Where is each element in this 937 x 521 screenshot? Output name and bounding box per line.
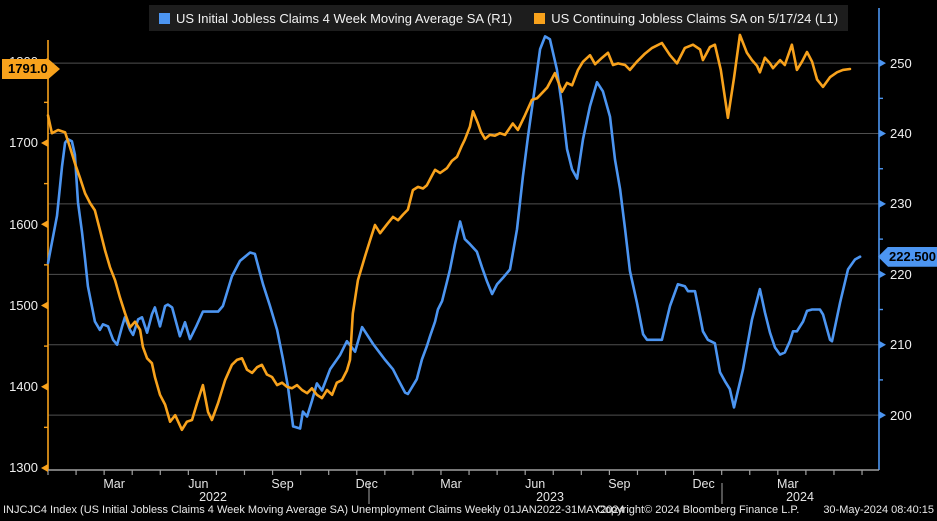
right-axis-label-200: 200 bbox=[890, 407, 912, 423]
right-axis-label-250: 250 bbox=[890, 55, 912, 71]
right-axis-label-220: 220 bbox=[890, 266, 912, 282]
right-axis-label-230: 230 bbox=[890, 196, 912, 212]
timestamp-text: 30-May-2024 08:40:15 bbox=[823, 504, 934, 516]
x-axis-month-label: Mar bbox=[777, 477, 799, 491]
legend-label-initial-claims: US Initial Jobless Claims 4 Week Moving … bbox=[176, 10, 513, 26]
footer-bar: INJCJC4 Index (US Initial Jobless Claims… bbox=[0, 504, 937, 519]
x-axis-month-label: Sep bbox=[608, 477, 631, 491]
orange-series-swatch-icon bbox=[534, 12, 546, 24]
chart-legend: US Initial Jobless Claims 4 Week Moving … bbox=[149, 5, 849, 31]
x-axis-month-label: Jun bbox=[525, 477, 546, 491]
copyright-text: Copyright© 2024 Bloomberg Finance L.P. bbox=[597, 504, 800, 516]
right-axis-tick-arrow-icon bbox=[879, 270, 886, 279]
x-axis-month-label: Jun bbox=[188, 477, 209, 491]
left-axis-label-1300: 1300 bbox=[9, 460, 38, 476]
last-value-badge-right-axis: 222.500 bbox=[878, 246, 937, 267]
x-axis-month-label: Dec bbox=[355, 477, 378, 491]
left-axis-label-1700: 1700 bbox=[9, 135, 38, 151]
left-axis-tick-arrow-icon bbox=[41, 382, 48, 391]
right-axis-tick-arrow-icon bbox=[879, 340, 886, 349]
x-axis-year-label: 2023 bbox=[536, 490, 564, 504]
right-axis-tick-arrow-icon bbox=[879, 129, 886, 138]
left-axis-tick-arrow-icon bbox=[41, 220, 48, 229]
legend-item-initial-claims[interactable]: US Initial Jobless Claims 4 Week Moving … bbox=[159, 11, 512, 26]
left-axis-tick-arrow-icon bbox=[41, 138, 48, 147]
continuing-claims-line bbox=[46, 33, 852, 432]
right-axis-tick-arrow-icon bbox=[879, 411, 886, 420]
right-axis-tick-arrow-icon bbox=[879, 199, 886, 208]
left-axis-label-1400: 1400 bbox=[9, 379, 38, 395]
legend-item-continuing-claims[interactable]: US Continuing Jobless Claims SA on 5/17/… bbox=[534, 11, 838, 26]
x-axis-year-label: 2024 bbox=[786, 490, 814, 504]
x-axis-month-label: Mar bbox=[440, 477, 462, 491]
x-axis-month-label: Mar bbox=[103, 477, 125, 491]
left-axis-label-1600: 1600 bbox=[9, 216, 38, 232]
left-axis-tick-arrow-icon bbox=[41, 463, 48, 472]
legend-label-continuing-claims: US Continuing Jobless Claims SA on 5/17/… bbox=[551, 10, 839, 26]
blue-series-swatch-icon bbox=[159, 12, 170, 24]
right-axis-label-210: 210 bbox=[890, 337, 912, 353]
right-axis-tick-arrow-icon bbox=[879, 59, 886, 68]
last-value-badge-left-axis: 1791.0 bbox=[2, 59, 60, 80]
right-axis-label-240: 240 bbox=[890, 126, 912, 142]
initial-claims-line bbox=[46, 35, 862, 430]
left-axis-label-1500: 1500 bbox=[9, 297, 38, 313]
ticker-description-text: INJCJC4 Index (US Initial Jobless Claims… bbox=[3, 504, 625, 516]
x-axis-year-label: 2022 bbox=[199, 490, 227, 504]
left-axis-tick-arrow-icon bbox=[41, 301, 48, 310]
x-axis-month-label: Dec bbox=[692, 477, 715, 491]
x-axis-month-label: Sep bbox=[271, 477, 294, 491]
